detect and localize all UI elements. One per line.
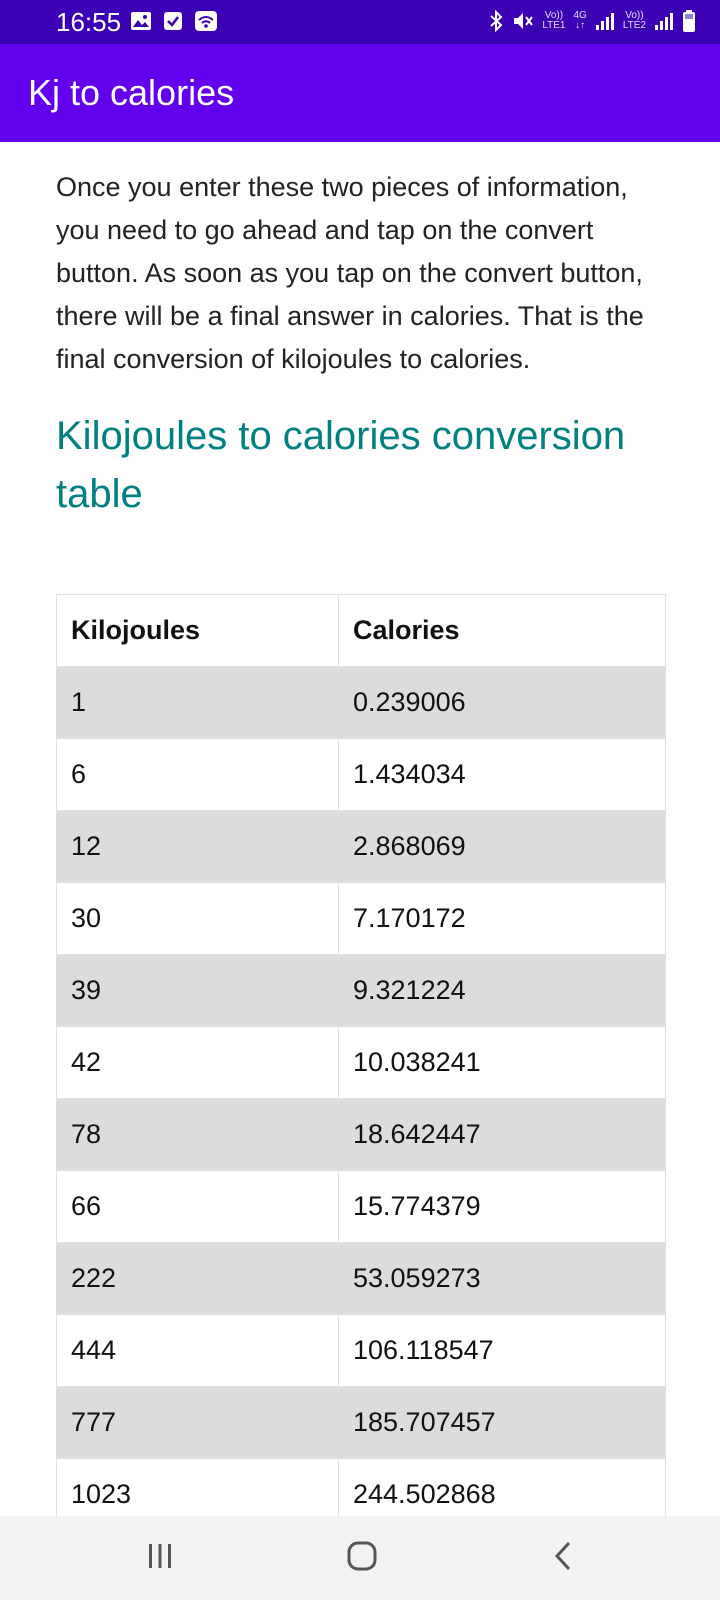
kilojoules-cell: 6 xyxy=(56,738,339,811)
intro-paragraph: Once you enter these two pieces of infor… xyxy=(56,172,644,374)
recent-apps-button[interactable] xyxy=(130,1536,190,1580)
calories-cell: 9.321224 xyxy=(338,954,666,1027)
kilojoules-cell: 42 xyxy=(56,1026,339,1099)
calories-cell: 106.118547 xyxy=(338,1314,666,1387)
wifi-icon xyxy=(194,10,218,32)
table-row: 30 7.170172 xyxy=(56,882,666,955)
calories-cell: 0.239006 xyxy=(338,666,666,739)
back-button[interactable] xyxy=(534,1536,594,1580)
sim2-lte: LTE2 xyxy=(622,20,646,31)
kilojoules-cell: 78 xyxy=(56,1098,339,1171)
home-icon xyxy=(346,1540,378,1577)
sim1-volte: Vo)) xyxy=(544,10,564,21)
kilojoules-cell: 39 xyxy=(56,954,339,1027)
sim2-volte: Vo)) xyxy=(625,10,644,21)
signal-icon xyxy=(654,10,674,32)
data-arrows-icon: ↓↑ xyxy=(575,20,586,31)
network-type-label: 4G xyxy=(573,10,587,21)
kilojoules-cell: 1 xyxy=(56,666,339,739)
table-row: 6 1.434034 xyxy=(56,738,666,811)
home-button[interactable] xyxy=(332,1536,392,1580)
kilojoules-cell: 30 xyxy=(56,882,339,955)
table-header-row: Kilojoules Calories xyxy=(56,594,666,667)
recent-apps-icon xyxy=(145,1541,175,1576)
calories-cell: 7.170172 xyxy=(338,882,666,955)
status-bar: 16:55 Vo)) LTE1 4G xyxy=(0,0,720,44)
status-left-icons xyxy=(130,10,218,32)
status-right-icons: Vo)) LTE1 4G ↓↑ Vo)) LTE2 xyxy=(488,9,696,33)
table-row: 777 185.707457 xyxy=(56,1386,666,1459)
table-row: 39 9.321224 xyxy=(56,954,666,1027)
kilojoules-cell: 66 xyxy=(56,1170,339,1243)
bluetooth-icon xyxy=(488,9,504,33)
sim2-label: Vo)) LTE2 xyxy=(623,11,646,31)
app-bar: Kj to calories xyxy=(0,44,720,142)
calories-cell: 10.038241 xyxy=(338,1026,666,1099)
article-content: Once you enter these two pieces of infor… xyxy=(56,166,666,523)
signal-icon xyxy=(595,10,615,32)
sim1-label: Vo)) LTE1 xyxy=(542,11,565,31)
calories-cell: 1.434034 xyxy=(338,738,666,811)
conversion-table: Kilojoules Calories 1 0.239006 6 1.434034 … xyxy=(56,594,666,1531)
calories-cell: 15.774379 xyxy=(338,1170,666,1243)
table-row: 222 53.059273 xyxy=(56,1242,666,1315)
checkbox-icon xyxy=(162,10,184,32)
network-type: 4G ↓↑ xyxy=(573,11,586,31)
calories-cell: 18.642447 xyxy=(338,1098,666,1171)
status-time: 16:55 xyxy=(56,7,122,37)
mute-icon xyxy=(512,9,534,33)
table-row: 12 2.868069 xyxy=(56,810,666,883)
battery-icon xyxy=(682,9,696,33)
sim1-lte: LTE1 xyxy=(542,20,566,31)
section-heading: Kilojoules to calories conversion table xyxy=(56,414,626,516)
table-row: 444 106.118547 xyxy=(56,1314,666,1387)
calories-cell: 53.059273 xyxy=(338,1242,666,1315)
kilojoules-cell: 12 xyxy=(56,810,339,883)
calories-cell: 2.868069 xyxy=(338,810,666,883)
table-row: 1 0.239006 xyxy=(56,666,666,739)
image-icon xyxy=(130,10,152,32)
table-row: 42 10.038241 xyxy=(56,1026,666,1099)
navigation-bar xyxy=(0,1516,720,1600)
kilojoules-cell: 777 xyxy=(56,1386,339,1459)
back-icon xyxy=(549,1540,579,1577)
kilojoules-cell: 222 xyxy=(56,1242,339,1315)
app-title: Kj to calories xyxy=(28,72,235,113)
table-row: 66 15.774379 xyxy=(56,1170,666,1243)
calories-cell: 185.707457 xyxy=(338,1386,666,1459)
kilojoules-cell: 444 xyxy=(56,1314,339,1387)
table-row: 78 18.642447 xyxy=(56,1098,666,1171)
header-kilojoules: Kilojoules xyxy=(56,594,339,667)
header-calories: Calories xyxy=(338,594,666,667)
